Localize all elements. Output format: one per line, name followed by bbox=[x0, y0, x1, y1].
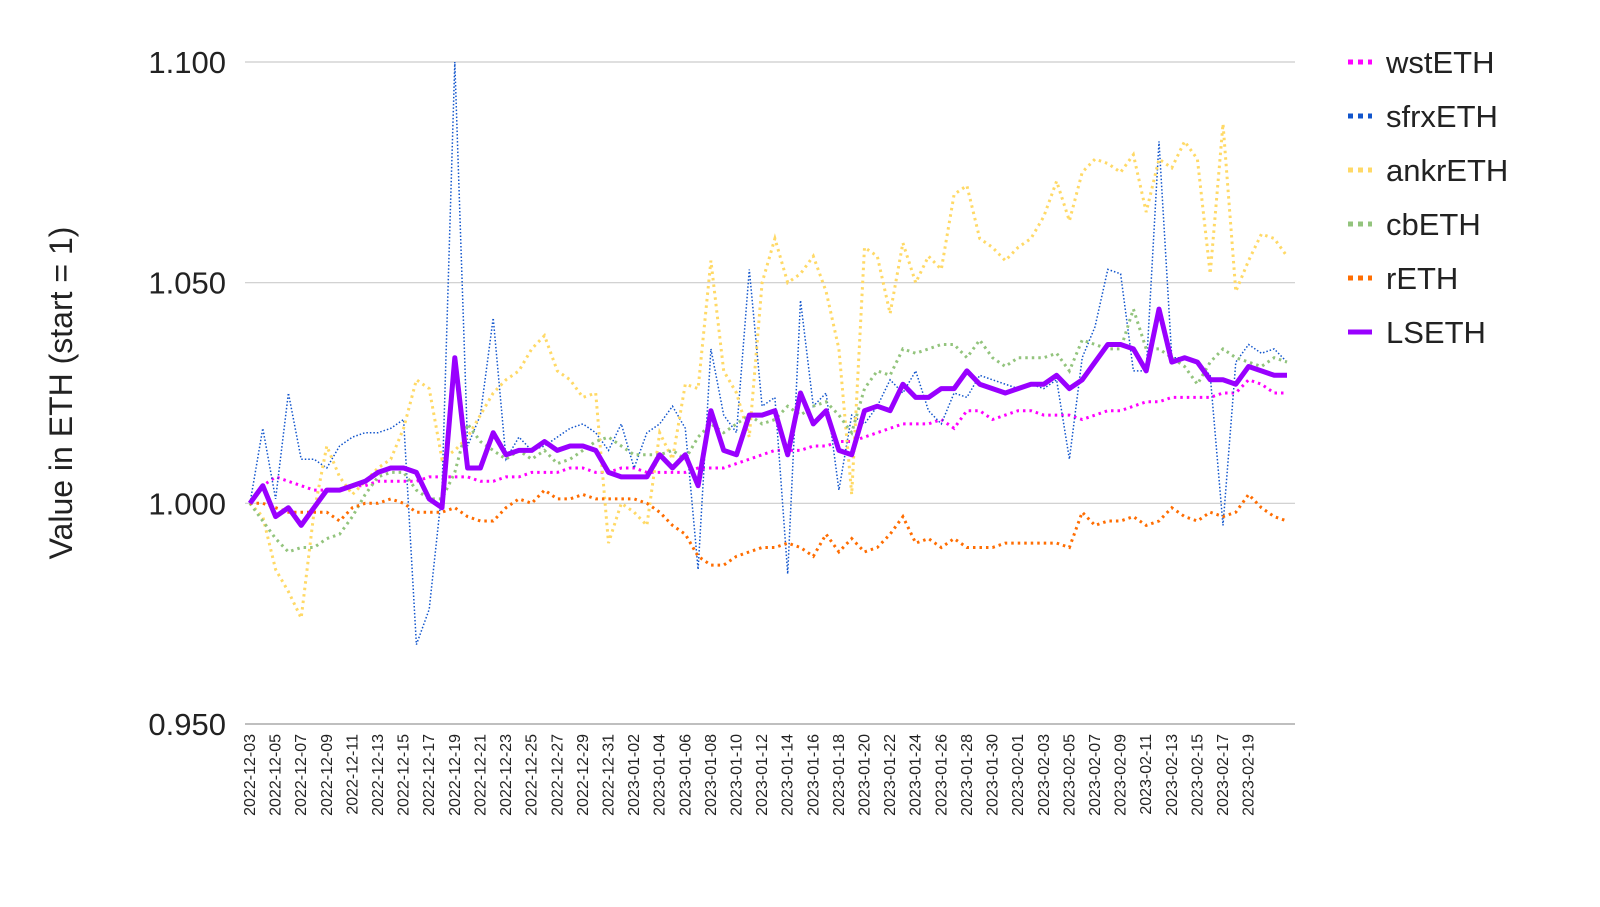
x-tick-label: 2023-02-07 bbox=[1087, 734, 1104, 816]
series-line bbox=[248, 304, 1288, 554]
legend-label: sfrxETH bbox=[1386, 99, 1498, 134]
x-tick-label: 2022-12-03 bbox=[242, 734, 259, 816]
series-line bbox=[247, 306, 1287, 528]
x-tick-label: 2023-01-04 bbox=[652, 734, 669, 816]
x-tick-label: 2023-02-13 bbox=[1164, 734, 1181, 816]
legend-label: cbETH bbox=[1386, 207, 1481, 242]
legend-label: wstETH bbox=[1385, 45, 1495, 80]
legend-label: rETH bbox=[1386, 261, 1458, 296]
series-line bbox=[248, 123, 1289, 624]
x-tick-label: 2022-12-13 bbox=[370, 734, 387, 816]
x-tick-label: 2023-02-03 bbox=[1036, 734, 1053, 816]
x-tick-label: 2023-01-08 bbox=[703, 734, 720, 816]
x-tick-label: 2022-12-21 bbox=[472, 734, 489, 816]
x-tick-label: 2023-01-20 bbox=[857, 734, 874, 816]
y-tick-label: 1.100 bbox=[148, 45, 226, 80]
x-tick-label: 2022-12-11 bbox=[344, 734, 361, 815]
x-tick-label: 2022-12-15 bbox=[396, 734, 413, 816]
x-tick-label: 2023-01-02 bbox=[626, 734, 643, 816]
x-tick-label: 2022-12-27 bbox=[549, 734, 566, 816]
x-tick-label: 2023-02-15 bbox=[1189, 734, 1206, 816]
x-tick-label: 2023-02-19 bbox=[1241, 734, 1258, 816]
series-line bbox=[248, 378, 1287, 505]
x-tick-label: 2023-02-05 bbox=[1061, 734, 1078, 816]
x-tick-label: 2022-12-23 bbox=[498, 734, 515, 816]
x-tick-label: 2022-12-29 bbox=[575, 734, 592, 816]
x-tick-label: 2023-01-26 bbox=[933, 734, 950, 816]
x-tick-label: 2022-12-25 bbox=[524, 734, 541, 816]
legend-label: LSETH bbox=[1386, 315, 1486, 350]
y-tick-label: 1.050 bbox=[148, 266, 226, 301]
x-tick-label: 2022-12-19 bbox=[447, 734, 464, 816]
x-tick-label: 2023-02-01 bbox=[1010, 734, 1027, 816]
x-tick-label: 2023-01-16 bbox=[805, 734, 822, 816]
series-line bbox=[250, 488, 1288, 567]
x-tick-label: 2023-01-12 bbox=[754, 734, 771, 816]
x-tick-label: 2023-01-30 bbox=[985, 734, 1002, 816]
x-tick-label: 2022-12-09 bbox=[319, 734, 336, 816]
x-tick-label: 2023-01-28 bbox=[959, 734, 976, 816]
x-tick-label: 2023-01-06 bbox=[677, 734, 694, 816]
x-tick-label: 2023-01-18 bbox=[831, 734, 848, 816]
x-tick-label: 2022-12-31 bbox=[600, 734, 617, 816]
series-line bbox=[249, 61, 1288, 645]
x-tick-label: 2023-01-10 bbox=[728, 734, 745, 816]
x-tick-label: 2022-12-07 bbox=[293, 734, 310, 816]
y-tick-label: 0.950 bbox=[148, 707, 226, 742]
legend-label: ankrETH bbox=[1386, 153, 1508, 188]
x-tick-label: 2023-02-09 bbox=[1113, 734, 1130, 816]
x-tick-label: 2022-12-05 bbox=[268, 734, 285, 816]
y-tick-label: 1.000 bbox=[148, 486, 226, 521]
x-tick-label: 2023-01-24 bbox=[908, 734, 925, 816]
y-axis-label: Value in ETH (start = 1) bbox=[43, 227, 79, 560]
x-tick-label: 2022-12-17 bbox=[421, 734, 438, 816]
x-tick-label: 2023-02-11 bbox=[1138, 734, 1155, 815]
x-tick-label: 2023-01-22 bbox=[882, 734, 899, 816]
x-tick-label: 2023-02-17 bbox=[1215, 734, 1232, 816]
x-tick-label: 2023-01-14 bbox=[780, 734, 797, 816]
